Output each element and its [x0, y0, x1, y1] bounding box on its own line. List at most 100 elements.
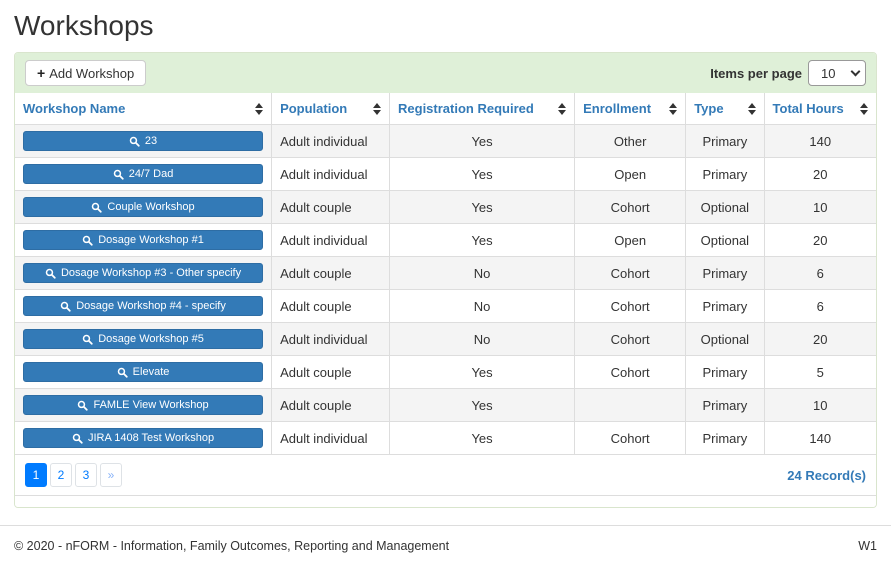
- table-row: Dosage Workshop #3 - Other specify Adult …: [15, 257, 876, 290]
- workshop-name-cell: 24/7 Dad: [15, 158, 272, 191]
- population-cell: Adult couple: [272, 191, 390, 224]
- population-cell: Adult individual: [272, 158, 390, 191]
- site-footer: © 2020 - nFORM - Information, Family Out…: [0, 526, 891, 566]
- column-header-registration-required[interactable]: Registration Required: [390, 93, 575, 125]
- workshop-name-cell: Dosage Workshop #4 - specify: [15, 290, 272, 323]
- sort-icon[interactable]: [669, 103, 677, 115]
- plus-icon: [37, 65, 45, 81]
- population-cell: Adult couple: [272, 290, 390, 323]
- workshop-name-button[interactable]: Dosage Workshop #1: [23, 230, 263, 250]
- registration-required-cell: Yes: [390, 191, 575, 224]
- enrollment-cell: [575, 389, 686, 422]
- workshop-name-label: Dosage Workshop #4 - specify: [76, 300, 226, 312]
- population-cell: Adult individual: [272, 224, 390, 257]
- enrollment-cell: Cohort: [575, 290, 686, 323]
- sort-icon[interactable]: [748, 103, 756, 115]
- main-content: Workshops Add Workshop Items per page 10: [0, 0, 891, 508]
- workshop-name-button[interactable]: 24/7 Dad: [23, 164, 263, 184]
- pagination-bar: 1 2 3 » 24 Record(s): [15, 455, 876, 495]
- page-button-1[interactable]: 1: [25, 463, 47, 487]
- total-hours-cell: 20: [764, 158, 876, 191]
- workshop-name-button[interactable]: Dosage Workshop #3 - Other specify: [23, 263, 263, 283]
- registration-required-cell: Yes: [390, 389, 575, 422]
- items-per-page-label: Items per page: [710, 66, 802, 81]
- records-count: 24 Record(s): [787, 468, 866, 483]
- column-header-workshop-name[interactable]: Workshop Name: [15, 93, 272, 125]
- sort-icon[interactable]: [255, 103, 263, 115]
- registration-required-cell: No: [390, 290, 575, 323]
- column-header-population[interactable]: Population: [272, 93, 390, 125]
- workshop-name-label: Couple Workshop: [107, 201, 194, 213]
- type-cell: Primary: [686, 158, 764, 191]
- items-per-page-select[interactable]: 10: [808, 60, 866, 86]
- total-hours-cell: 140: [764, 125, 876, 158]
- type-cell: Primary: [686, 257, 764, 290]
- column-header-type[interactable]: Type: [686, 93, 764, 125]
- total-hours-cell: 20: [764, 224, 876, 257]
- table-row: Dosage Workshop #4 - specify Adult couple…: [15, 290, 876, 323]
- type-cell: Primary: [686, 125, 764, 158]
- workshop-name-cell: 23: [15, 125, 272, 158]
- workshop-name-cell: JIRA 1408 Test Workshop: [15, 422, 272, 455]
- workshops-table: Workshop Name Population Registration Re…: [15, 93, 876, 455]
- sort-icon[interactable]: [373, 103, 381, 115]
- total-hours-cell: 10: [764, 191, 876, 224]
- workshop-name-label: Dosage Workshop #5: [98, 333, 204, 345]
- total-hours-cell: 10: [764, 389, 876, 422]
- search-icon: [129, 136, 140, 147]
- items-per-page: Items per page 10: [710, 60, 866, 86]
- search-icon: [60, 301, 71, 312]
- page-button-3[interactable]: 3: [75, 463, 97, 487]
- add-workshop-button[interactable]: Add Workshop: [25, 60, 146, 86]
- registration-required-cell: Yes: [390, 158, 575, 191]
- total-hours-cell: 5: [764, 356, 876, 389]
- enrollment-cell: Cohort: [575, 323, 686, 356]
- workshop-name-cell: Dosage Workshop #1: [15, 224, 272, 257]
- search-icon: [82, 235, 93, 246]
- search-icon: [82, 334, 93, 345]
- workshop-name-button[interactable]: Couple Workshop: [23, 197, 263, 217]
- workshop-name-button[interactable]: 23: [23, 131, 263, 151]
- workshop-name-button[interactable]: Elevate: [23, 362, 263, 382]
- workshop-name-button[interactable]: JIRA 1408 Test Workshop: [23, 428, 263, 448]
- registration-required-cell: No: [390, 257, 575, 290]
- workshop-name-button[interactable]: Dosage Workshop #5: [23, 329, 263, 349]
- table-row: FAMLE View WorkshopAdult coupleYesPrimar…: [15, 389, 876, 422]
- page-title: Workshops: [14, 10, 877, 42]
- enrollment-cell: Open: [575, 224, 686, 257]
- search-icon: [117, 367, 128, 378]
- total-hours-cell: 6: [764, 290, 876, 323]
- enrollment-cell: Cohort: [575, 356, 686, 389]
- copyright-text: © 2020 - nFORM - Information, Family Out…: [14, 539, 449, 553]
- table-row: 23Adult individualYesOtherPrimary140: [15, 125, 876, 158]
- pager: 1 2 3 »: [25, 463, 122, 487]
- page-button-next[interactable]: »: [100, 463, 122, 487]
- table-row: ElevateAdult coupleYesCohortPrimary5: [15, 356, 876, 389]
- table-row: Dosage Workshop #1Adult individualYesOpe…: [15, 224, 876, 257]
- page-button-2[interactable]: 2: [50, 463, 72, 487]
- workshop-name-label: JIRA 1408 Test Workshop: [88, 432, 214, 444]
- population-cell: Adult couple: [272, 257, 390, 290]
- total-hours-cell: 6: [764, 257, 876, 290]
- workshop-name-label: Dosage Workshop #1: [98, 234, 204, 246]
- search-icon: [72, 433, 83, 444]
- table-row: Dosage Workshop #5 Adult individualNoCoho…: [15, 323, 876, 356]
- workshop-name-button[interactable]: Dosage Workshop #4 - specify: [23, 296, 263, 316]
- table-row: Couple WorkshopAdult coupleYesCohortOpti…: [15, 191, 876, 224]
- enrollment-cell: Cohort: [575, 422, 686, 455]
- toolbar: Add Workshop Items per page 10: [15, 53, 876, 93]
- total-hours-cell: 20: [764, 323, 876, 356]
- workshop-name-button[interactable]: FAMLE View Workshop: [23, 395, 263, 415]
- population-cell: Adult couple: [272, 389, 390, 422]
- type-cell: Primary: [686, 422, 764, 455]
- column-header-total-hours[interactable]: Total Hours: [764, 93, 876, 125]
- registration-required-cell: No: [390, 323, 575, 356]
- population-cell: Adult individual: [272, 323, 390, 356]
- table-header-row: Workshop Name Population Registration Re…: [15, 93, 876, 125]
- sort-icon[interactable]: [860, 103, 868, 115]
- workshop-name-cell: Dosage Workshop #3 - Other specify: [15, 257, 272, 290]
- column-header-enrollment[interactable]: Enrollment: [575, 93, 686, 125]
- sort-icon[interactable]: [558, 103, 566, 115]
- table-row: 24/7 DadAdult individualYesOpenPrimary20: [15, 158, 876, 191]
- workshop-name-label: Dosage Workshop #3 - Other specify: [61, 267, 241, 279]
